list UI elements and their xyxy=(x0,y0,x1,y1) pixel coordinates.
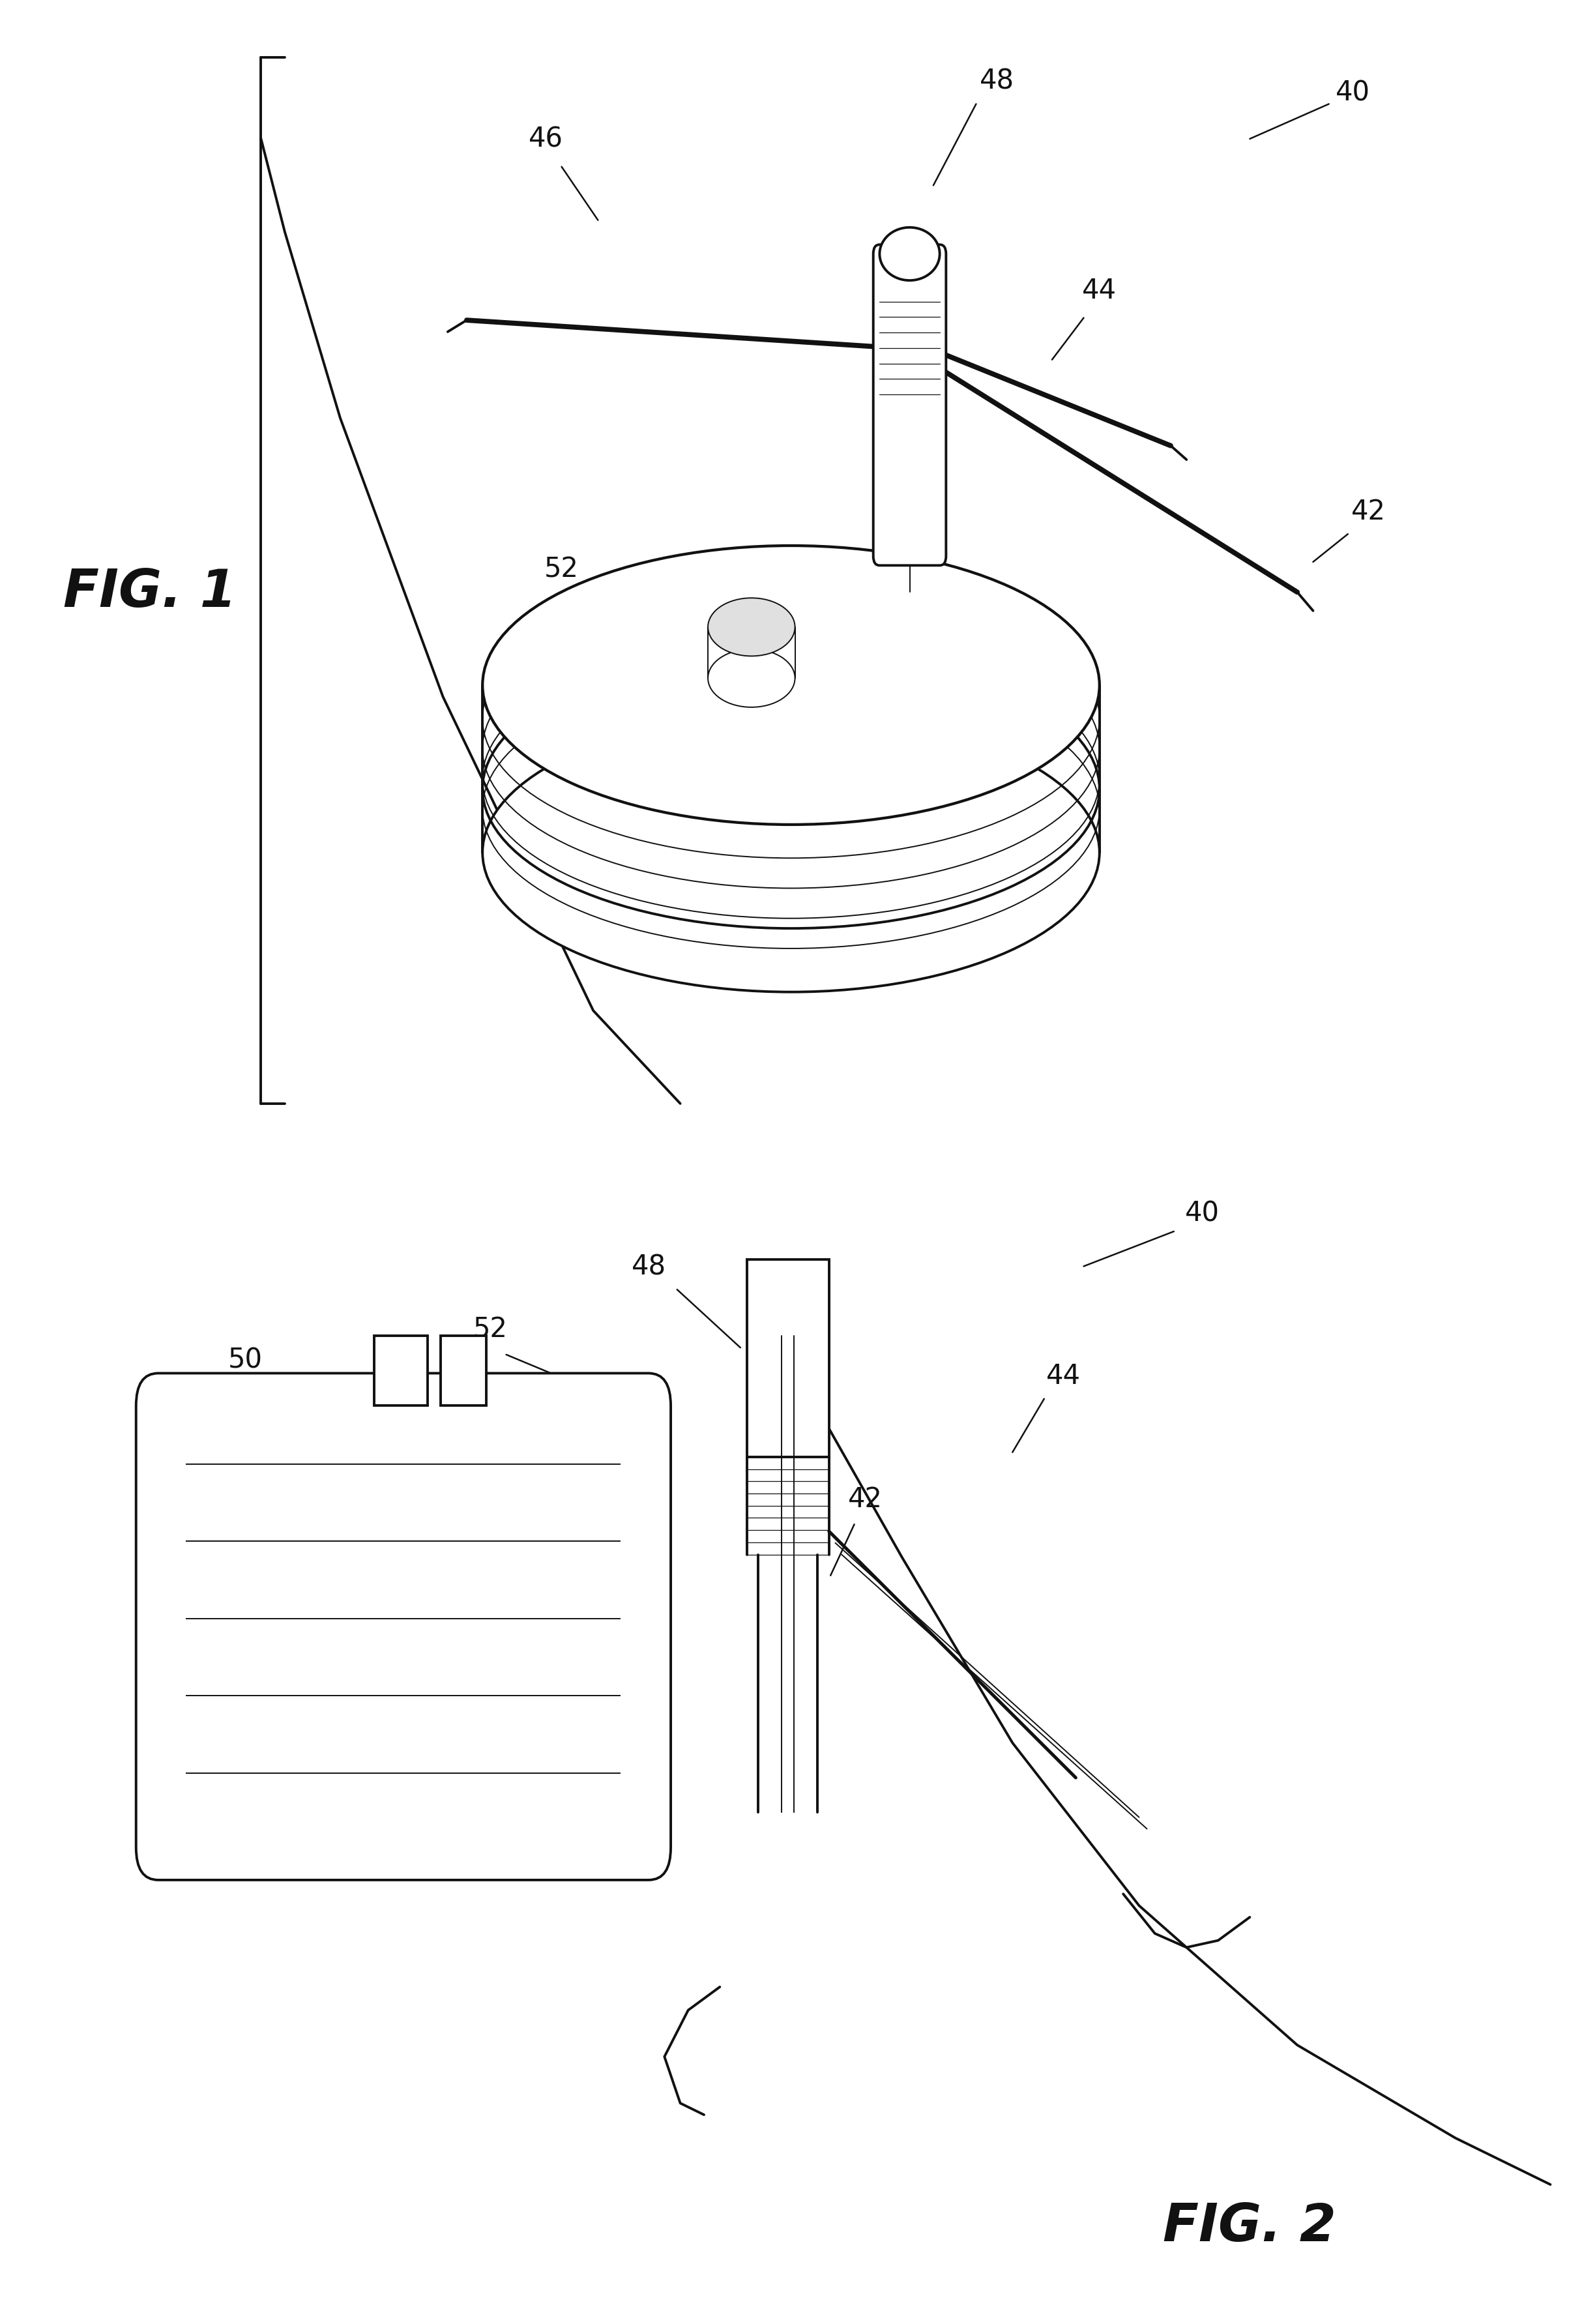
FancyBboxPatch shape xyxy=(747,1260,829,1457)
FancyBboxPatch shape xyxy=(440,1336,486,1406)
Text: 40: 40 xyxy=(1185,1199,1220,1227)
Text: 52: 52 xyxy=(473,1315,508,1343)
Text: 42: 42 xyxy=(1351,497,1386,525)
Text: 52: 52 xyxy=(544,555,579,583)
Text: 50: 50 xyxy=(228,1346,263,1373)
Text: 46: 46 xyxy=(528,125,563,153)
FancyBboxPatch shape xyxy=(136,1373,671,1880)
Ellipse shape xyxy=(709,648,796,706)
FancyBboxPatch shape xyxy=(758,1555,818,1813)
Ellipse shape xyxy=(483,546,1099,825)
Text: 44: 44 xyxy=(1082,277,1117,304)
FancyBboxPatch shape xyxy=(873,246,946,565)
Text: FIG. 2: FIG. 2 xyxy=(1163,2201,1337,2252)
Ellipse shape xyxy=(880,228,940,281)
Text: 40: 40 xyxy=(1335,79,1370,107)
Ellipse shape xyxy=(483,713,1099,992)
Text: FIG. 1: FIG. 1 xyxy=(63,567,236,618)
Ellipse shape xyxy=(709,600,796,655)
Text: 48: 48 xyxy=(979,67,1014,95)
Text: 50: 50 xyxy=(861,888,895,916)
Text: 48: 48 xyxy=(631,1253,666,1281)
Text: 42: 42 xyxy=(848,1485,883,1513)
Text: 44: 44 xyxy=(1046,1362,1081,1390)
FancyBboxPatch shape xyxy=(373,1336,427,1406)
